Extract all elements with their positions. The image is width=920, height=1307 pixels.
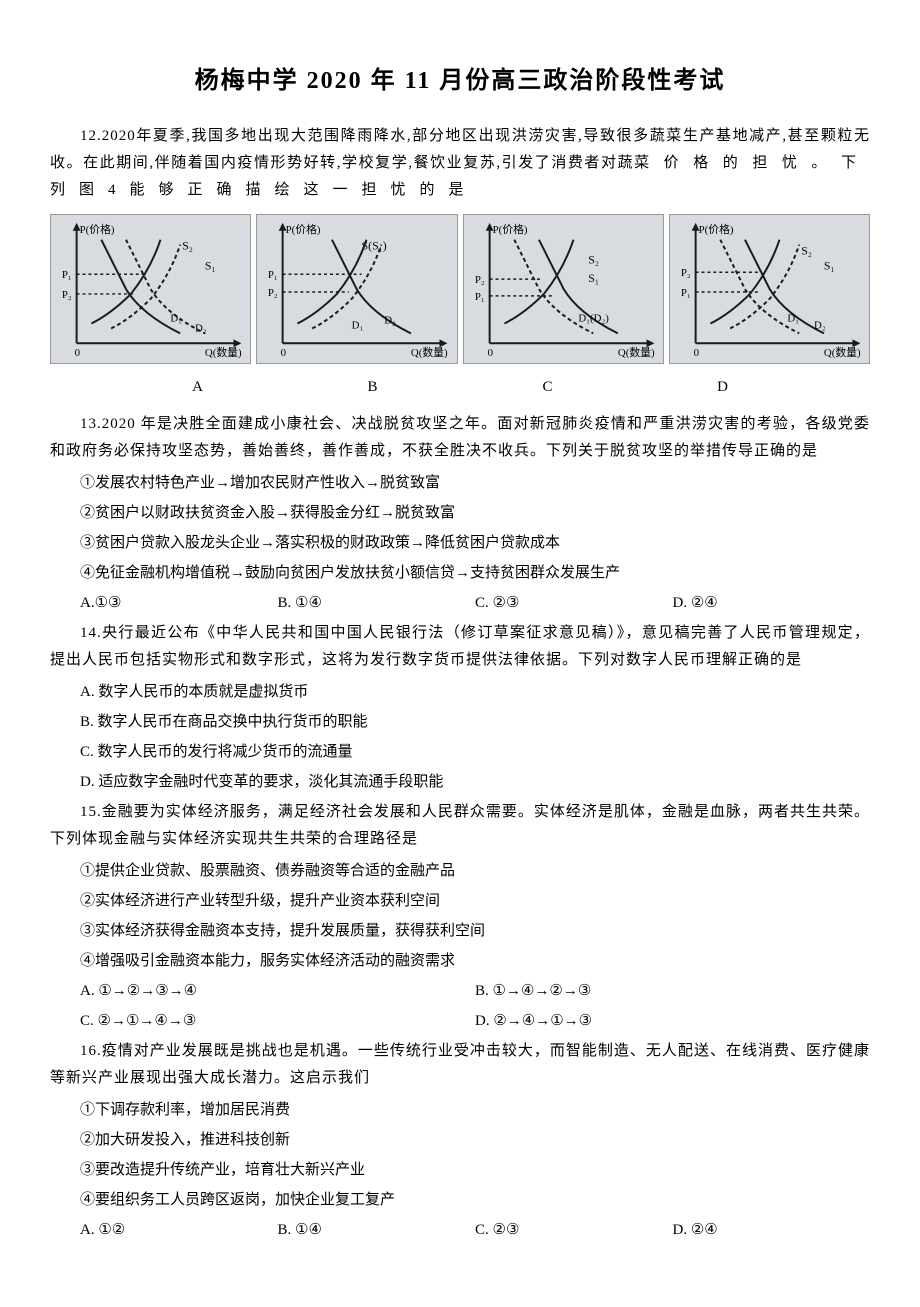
q15-stmt-1: ①提供企业贷款、股票融资、债券融资等合适的金融产品 <box>50 858 870 885</box>
axis-y-label: P(价格) <box>80 222 115 236</box>
q16-text: 16.疫情对产业发展既是挑战也是机遇。一些传统行业受冲击较大，而智能制造、无人配… <box>50 1038 870 1092</box>
svg-text:Q(数量): Q(数量) <box>617 346 654 359</box>
svg-text:Q(数量): Q(数量) <box>411 346 448 359</box>
svg-text:P₂: P₂ <box>474 274 484 286</box>
q16-stmt-3: ③要改造提升传统产业，培育壮大新兴产业 <box>50 1157 870 1184</box>
svg-text:D₂: D₂ <box>195 323 207 335</box>
svg-text:P₂: P₂ <box>681 267 691 279</box>
label-b: B <box>285 374 460 401</box>
q14-text: 14.央行最近公布《中华人民共和国中国人民银行法（修订草案征求意见稿）》，意见稿… <box>50 620 870 674</box>
q13-stmt-4: ④免征金融机构增值税→鼓励向贫困户发放扶贫小额信贷→支持贫困群众发展生产 <box>50 560 870 587</box>
q13-opt-c: C. ②③ <box>475 590 673 617</box>
q14-opt-b: B. 数字人民币在商品交换中执行货币的职能 <box>50 709 870 736</box>
q15-text: 15.金融要为实体经济服务，满足经济社会发展和人民群众需要。实体经济是肌体，金融… <box>50 799 870 853</box>
q15-stmt-4: ④增强吸引金融资本能力，服务实体经济活动的融资需求 <box>50 948 870 975</box>
svg-text:0: 0 <box>75 347 81 359</box>
q13-text: 13.2020 年是决胜全面建成小康社会、决战脱贫攻坚之年。面对新冠肺炎疫情和严… <box>50 411 870 465</box>
svg-text:P₁: P₁ <box>62 269 72 281</box>
label-a: A <box>110 374 285 401</box>
svg-text:S₁: S₁ <box>205 258 216 272</box>
q15-stmt-3: ③实体经济获得金融资本支持，提升发展质量，获得获利空间 <box>50 918 870 945</box>
svg-text:S₂: S₂ <box>182 239 193 253</box>
svg-text:Q(数量): Q(数量) <box>824 346 861 359</box>
q16-opt-d: D. ②④ <box>673 1217 871 1244</box>
svg-text:P₁: P₁ <box>268 269 278 281</box>
svg-text:P₁: P₁ <box>681 287 691 299</box>
svg-text:S₁: S₁ <box>588 271 599 285</box>
svg-text:D₁: D₁ <box>170 313 182 325</box>
q16-opt-b: B. ①④ <box>278 1217 476 1244</box>
svg-text:D₁: D₁ <box>787 313 799 325</box>
q13-opt-d: D. ②④ <box>673 590 871 617</box>
svg-text:D₂: D₂ <box>814 320 826 332</box>
chart-c: P(价格) Q(数量) 0 S₂ S₁ D₁(D₂) P₂ P₁ <box>463 214 664 364</box>
q15-stmt-2: ②实体经济进行产业转型升级，提升产业资本获利空间 <box>50 888 870 915</box>
svg-text:P(价格): P(价格) <box>698 222 733 236</box>
q15-options-row1: A. ①→②→③→④ B. ①→④→②→③ <box>50 978 870 1005</box>
q15-opt-c: C. ②→①→④→③ <box>80 1008 475 1035</box>
q13-stmt-2: ②贫困户以财政扶贫资金入股→获得股金分红→脱贫致富 <box>50 500 870 527</box>
svg-text:D₁: D₁ <box>352 320 364 332</box>
q16-stmt-4: ④要组织务工人员跨区返岗，加快企业复工复产 <box>50 1187 870 1214</box>
label-d: D <box>635 374 810 401</box>
chart-a: P(价格) Q(数量) 0 S₂ S₁ D₁ D₂ P₁ P₂ <box>50 214 251 364</box>
q13-stmt-1: ①发展农村特色产业→增加农民财产性收入→脱贫致富 <box>50 470 870 497</box>
q13-stmt-3: ③贫困户贷款入股龙头企业→落实积极的财政政策→降低贫困户贷款成本 <box>50 530 870 557</box>
q14-opt-c: C. 数字人民币的发行将减少货币的流通量 <box>50 739 870 766</box>
q12-text: 12.2020年夏季,我国多地出现大范围降雨降水,部分地区出现洪涝灾害,导致很多… <box>50 123 870 204</box>
q15-options-row2: C. ②→①→④→③ D. ②→④→①→③ <box>50 1008 870 1035</box>
q16-opt-c: C. ②③ <box>475 1217 673 1244</box>
q12-charts: P(价格) Q(数量) 0 S₂ S₁ D₁ D₂ P₁ P₂ P(价格) Q(… <box>50 214 870 364</box>
label-c: C <box>460 374 635 401</box>
svg-text:P(价格): P(价格) <box>286 222 321 236</box>
svg-text:D₂: D₂ <box>385 315 397 327</box>
q12-chart-labels: A B C D <box>50 374 870 401</box>
q16-stmt-1: ①下调存款利率，增加居民消费 <box>50 1097 870 1124</box>
svg-text:P₂: P₂ <box>268 287 278 299</box>
svg-text:S₂: S₂ <box>801 244 812 258</box>
q15-opt-d: D. ②→④→①→③ <box>475 1008 870 1035</box>
q14-opt-a: A. 数字人民币的本质就是虚拟货币 <box>50 679 870 706</box>
q13-opt-a: A.①③ <box>80 590 278 617</box>
page-title: 杨梅中学 2020 年 11 月份高三政治阶段性考试 <box>50 60 870 103</box>
q14-opt-d: D. 适应数字金融时代变革的要求，淡化其流通手段职能 <box>50 769 870 796</box>
q16-options: A. ①② B. ①④ C. ②③ D. ②④ <box>50 1217 870 1244</box>
axis-x-label: Q(数量) <box>205 346 242 359</box>
q13-options: A.①③ B. ①④ C. ②③ D. ②④ <box>50 590 870 617</box>
svg-text:S₂: S₂ <box>588 253 599 267</box>
svg-text:0: 0 <box>281 347 287 359</box>
svg-text:D₁(D₂): D₁(D₂) <box>578 313 609 325</box>
svg-text:P(价格): P(价格) <box>492 222 527 236</box>
q15-opt-b: B. ①→④→②→③ <box>475 978 870 1005</box>
chart-d: P(价格) Q(数量) 0 S₂ S₁ D₁ D₂ P₂ P₁ <box>669 214 870 364</box>
q16-opt-a: A. ①② <box>80 1217 278 1244</box>
chart-b: P(价格) Q(数量) 0 S(S₁) D₁ D₂ P₁ P₂ <box>256 214 457 364</box>
svg-text:0: 0 <box>693 347 699 359</box>
svg-text:P₁: P₁ <box>474 291 484 303</box>
svg-text:0: 0 <box>487 347 493 359</box>
q16-stmt-2: ②加大研发投入，推进科技创新 <box>50 1127 870 1154</box>
svg-text:S₁: S₁ <box>824 258 835 272</box>
svg-text:P₂: P₂ <box>62 289 72 301</box>
q13-opt-b: B. ①④ <box>278 590 476 617</box>
q15-opt-a: A. ①→②→③→④ <box>80 978 475 1005</box>
